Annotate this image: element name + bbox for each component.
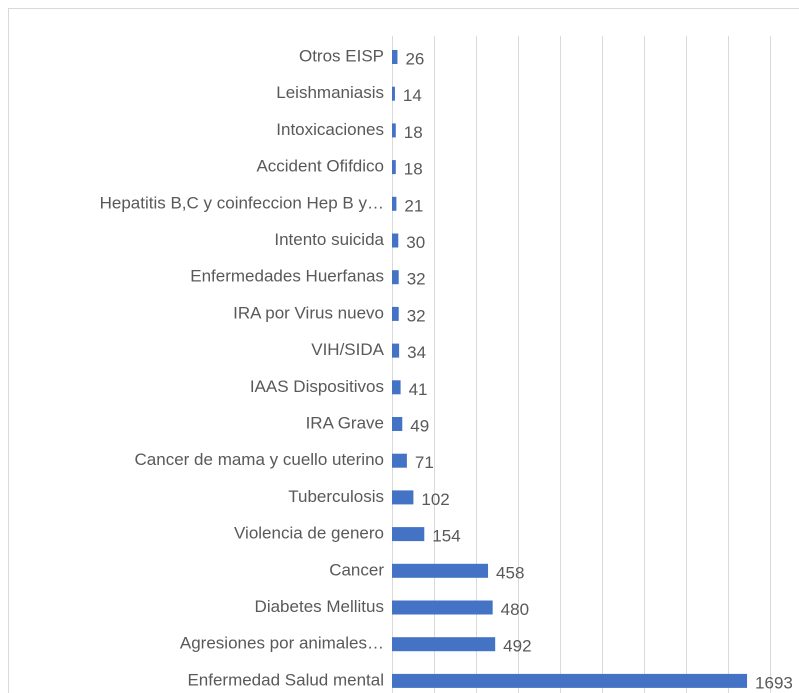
data-label: 26	[405, 49, 424, 68]
bar	[392, 563, 489, 578]
y-tick-label: IAAS Dispositivos	[250, 377, 384, 396]
data-label: 18	[404, 160, 423, 179]
bar	[392, 50, 398, 64]
y-tick-label: IRA por Virus nuevo	[233, 303, 384, 322]
bar	[392, 673, 748, 688]
data-label: 14	[403, 86, 422, 105]
data-label: 102	[421, 490, 449, 509]
y-tick-label: Agresiones por animales…	[180, 634, 384, 653]
y-tick-label: Intoxicaciones	[276, 120, 384, 139]
bar	[392, 196, 397, 211]
bar	[392, 600, 493, 615]
data-label: 1693	[755, 673, 793, 692]
bar	[392, 453, 407, 468]
data-label: 41	[409, 380, 428, 399]
y-tick-label: IRA Grave	[306, 413, 384, 432]
bar	[392, 270, 399, 285]
bar	[392, 123, 396, 138]
bar	[392, 637, 496, 652]
bar	[392, 343, 400, 358]
y-tick-label: Hepatitis B,C y coinfeccion Hep B y…	[100, 193, 384, 212]
bar	[392, 527, 425, 542]
data-label: 49	[410, 416, 429, 435]
y-tick-label: Enfermedades Huerfanas	[190, 267, 384, 286]
y-tick-label: Cancer de mama y cuello uterino	[135, 450, 384, 469]
y-tick-label: Diabetes Mellitus	[255, 597, 384, 616]
data-label: 480	[501, 600, 529, 619]
y-tick-label: Cancer	[329, 560, 384, 579]
bar	[392, 417, 403, 431]
data-label: 32	[407, 306, 426, 325]
y-tick-label: VIH/SIDA	[311, 340, 384, 359]
data-label: 30	[406, 233, 425, 252]
bar	[392, 490, 414, 505]
data-label: 34	[407, 343, 426, 362]
data-label: 458	[496, 563, 524, 582]
y-tick-label: Enfermedad Salud mental	[187, 670, 384, 689]
data-label: 154	[432, 527, 460, 546]
bar	[392, 380, 401, 395]
y-tick-label: Intento suicida	[274, 230, 384, 249]
data-label: 18	[404, 123, 423, 142]
y-tick-label: Violencia de genero	[234, 524, 384, 543]
bar	[392, 306, 399, 321]
y-tick-label: Tuberculosis	[288, 487, 384, 506]
y-tick-label: Leishmaniasis	[276, 83, 384, 102]
y-tick-label: Otros EISP	[299, 46, 384, 65]
data-label: 21	[404, 196, 423, 215]
bar	[392, 160, 396, 175]
data-label: 32	[407, 270, 426, 289]
bar	[392, 233, 399, 248]
data-label: 71	[415, 453, 434, 472]
y-tick-label: Accident Ofifdico	[256, 157, 384, 176]
chart-frame	[8, 8, 799, 693]
bar	[392, 86, 395, 101]
data-label: 492	[503, 637, 531, 656]
